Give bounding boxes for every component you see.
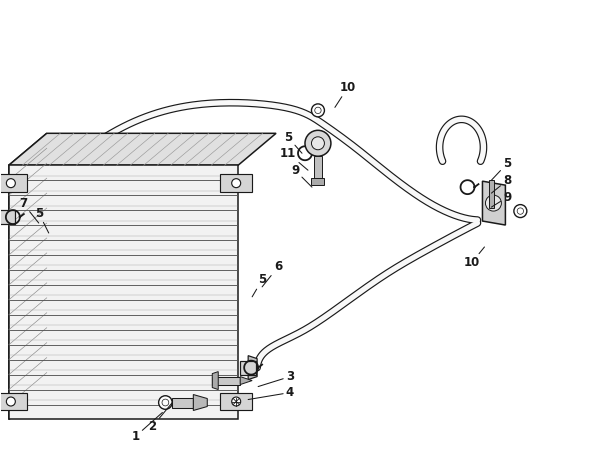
Polygon shape	[248, 356, 257, 380]
Text: 11: 11	[280, 147, 308, 170]
Text: 5: 5	[35, 207, 49, 233]
Text: 9: 9	[291, 164, 312, 187]
Polygon shape	[212, 371, 218, 389]
Bar	[489, 180, 495, 208]
Polygon shape	[220, 174, 252, 192]
Bar	[314, 156, 322, 178]
Text: 5: 5	[492, 157, 511, 180]
Text: 7: 7	[19, 197, 39, 223]
Polygon shape	[0, 393, 27, 410]
Polygon shape	[240, 377, 252, 385]
Polygon shape	[194, 395, 207, 410]
Text: 8: 8	[492, 174, 511, 193]
Circle shape	[311, 137, 325, 150]
Polygon shape	[311, 178, 325, 185]
Polygon shape	[483, 181, 505, 225]
Text: 2: 2	[148, 402, 172, 433]
Circle shape	[305, 130, 331, 156]
Polygon shape	[220, 393, 252, 410]
Polygon shape	[9, 165, 238, 419]
Bar	[212, 377, 240, 385]
Text: 10: 10	[335, 81, 356, 107]
Text: 5: 5	[284, 131, 302, 153]
Circle shape	[315, 107, 321, 114]
Bar	[0, 210, 15, 224]
Circle shape	[517, 208, 523, 214]
Circle shape	[486, 195, 501, 211]
Polygon shape	[9, 133, 276, 165]
Circle shape	[232, 179, 240, 188]
Bar	[240, 361, 256, 375]
Text: 4: 4	[248, 386, 294, 399]
Circle shape	[514, 205, 527, 218]
Circle shape	[311, 104, 325, 117]
Text: 1: 1	[132, 412, 162, 443]
Text: 3: 3	[258, 370, 294, 387]
Circle shape	[162, 399, 169, 406]
Polygon shape	[172, 398, 194, 408]
Text: 9: 9	[492, 190, 511, 207]
Text: 6: 6	[262, 260, 282, 287]
Text: 5: 5	[252, 274, 266, 297]
Polygon shape	[9, 133, 47, 419]
Circle shape	[159, 396, 172, 409]
Text: 10: 10	[463, 247, 484, 269]
Circle shape	[232, 397, 240, 406]
Circle shape	[7, 397, 16, 406]
Circle shape	[7, 179, 16, 188]
Polygon shape	[0, 174, 27, 192]
